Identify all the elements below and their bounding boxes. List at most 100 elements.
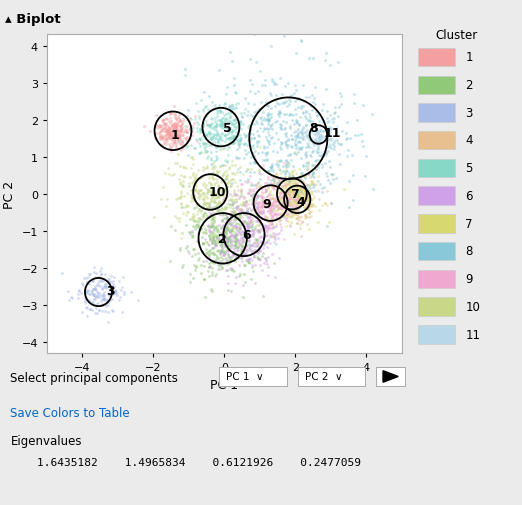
Point (283, 211, 291, 219)
Point (161, 125, 169, 133)
Point (221, 185, 229, 193)
Point (300, 124, 309, 132)
Point (283, 196, 292, 204)
Point (215, 235, 223, 243)
Point (207, 212, 215, 220)
Point (251, 246, 259, 255)
Point (206, 189, 215, 197)
Point (278, 193, 286, 201)
Point (275, 176, 283, 184)
Point (307, 208, 315, 216)
Point (256, 105, 264, 113)
Point (194, 215, 202, 223)
Point (232, 236, 241, 244)
Point (286, 193, 294, 201)
Point (197, 186, 205, 194)
Polygon shape (383, 371, 398, 382)
Point (215, 199, 223, 208)
Point (232, 213, 241, 221)
Point (259, 115, 268, 123)
Point (251, 192, 259, 200)
Point (270, 223, 278, 231)
Point (212, 176, 220, 184)
Point (192, 200, 200, 208)
Point (236, 221, 244, 229)
Point (162, 115, 170, 123)
Point (276, 199, 284, 208)
Point (289, 128, 298, 136)
Point (275, 110, 283, 118)
Point (300, 198, 308, 206)
Point (206, 250, 215, 258)
Point (169, 121, 177, 129)
Point (187, 228, 196, 236)
Point (184, 209, 192, 217)
Point (220, 238, 229, 246)
Point (273, 201, 281, 209)
Point (171, 129, 179, 137)
Point (211, 134, 220, 142)
Point (240, 271, 248, 279)
Point (266, 203, 275, 211)
Point (266, 206, 274, 214)
Point (279, 204, 287, 212)
Point (235, 224, 244, 232)
Point (227, 118, 235, 126)
Point (261, 157, 269, 165)
Point (209, 133, 218, 141)
Point (204, 240, 212, 248)
Point (240, 228, 248, 236)
Point (228, 193, 236, 201)
Point (236, 169, 244, 177)
Point (186, 164, 195, 172)
Point (264, 236, 272, 244)
Point (213, 194, 221, 202)
Point (278, 205, 286, 213)
Point (227, 232, 235, 240)
Point (318, 132, 326, 140)
Point (248, 226, 257, 234)
Point (290, 183, 299, 191)
Point (228, 102, 236, 110)
Point (230, 267, 239, 275)
Point (305, 195, 313, 203)
Point (315, 136, 323, 144)
Point (291, 191, 299, 199)
Point (207, 133, 216, 141)
Point (269, 196, 277, 204)
Point (280, 183, 289, 191)
Point (217, 117, 225, 125)
Point (288, 181, 296, 189)
Point (236, 254, 245, 262)
Point (350, 132, 359, 140)
Point (74, 290, 82, 298)
Point (80, 274, 88, 282)
Point (278, 190, 286, 198)
Point (173, 134, 182, 142)
Point (173, 215, 181, 223)
Point (251, 247, 259, 255)
Point (239, 227, 247, 235)
Point (291, 150, 300, 159)
Point (191, 177, 199, 185)
Point (257, 209, 265, 217)
Point (280, 235, 288, 243)
Point (298, 189, 306, 197)
Point (247, 261, 256, 269)
Point (289, 179, 298, 187)
Point (295, 181, 303, 189)
Point (228, 267, 236, 275)
Point (163, 131, 172, 139)
Point (219, 221, 227, 229)
Point (295, 178, 303, 186)
Point (218, 237, 226, 245)
Point (227, 238, 235, 246)
Point (308, 190, 316, 198)
Point (281, 187, 290, 195)
Point (257, 201, 266, 210)
Point (181, 113, 189, 121)
Point (241, 106, 250, 114)
Point (315, 195, 324, 204)
Point (215, 238, 223, 246)
Point (206, 204, 214, 212)
